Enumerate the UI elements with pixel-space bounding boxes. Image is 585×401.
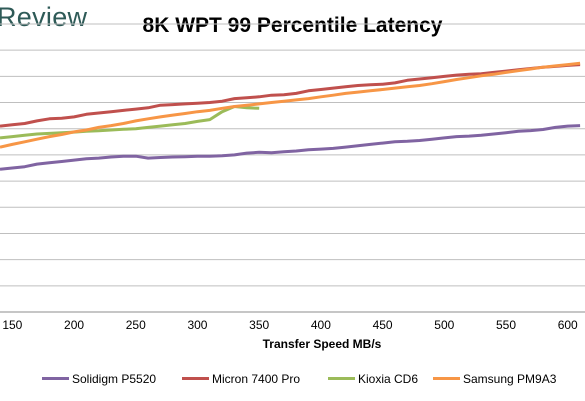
x-tick-label: 450 xyxy=(373,318,393,332)
legend-item: Kioxia CD6 xyxy=(328,372,418,386)
chart-title: 8K WPT 99 Percentile Latency xyxy=(0,14,585,38)
x-tick-label: 600 xyxy=(558,318,578,332)
x-tick-label: 250 xyxy=(126,318,146,332)
grid-lines xyxy=(0,23,585,313)
legend-item: Micron 7400 Pro xyxy=(182,372,300,386)
x-tick-label: 300 xyxy=(187,318,207,332)
legend-label: Solidigm P5520 xyxy=(72,372,157,386)
series-line-kioxia-cd6 xyxy=(0,105,260,140)
legend-swatch xyxy=(433,377,460,381)
chart-title-text: 8K WPT 99 Percentile Latency xyxy=(142,14,443,37)
x-axis-ticks: 150 200 250 300 350 400 450 500 550 600 xyxy=(2,318,578,332)
legend-item: Samsung PM9A3 xyxy=(433,372,556,386)
series-lines xyxy=(0,61,581,171)
x-tick-label: 350 xyxy=(249,318,269,332)
legend-label: Micron 7400 Pro xyxy=(212,372,301,386)
series-line-samsung-pm9a3 xyxy=(0,61,581,149)
legend-swatch xyxy=(328,377,355,381)
x-tick-label: 500 xyxy=(434,318,454,332)
x-tick-label: 550 xyxy=(496,318,516,332)
legend-swatch xyxy=(42,377,69,381)
legend-label: Samsung PM9A3 xyxy=(463,372,557,386)
series-line-micron-7400-pro xyxy=(0,63,581,128)
x-axis-label: Transfer Speed MB/s xyxy=(263,337,382,351)
x-tick-label: 400 xyxy=(311,318,331,332)
legend-label: Kioxia CD6 xyxy=(358,372,419,386)
series-line-solidigm-p5520 xyxy=(0,124,581,171)
x-tick-label: 200 xyxy=(64,318,84,332)
brand-logo: Review xyxy=(0,2,88,32)
chart-legend: Solidigm P5520 Micron 7400 Pro Kioxia CD6 S… xyxy=(0,372,585,388)
x-tick-label: 150 xyxy=(2,318,22,332)
legend-swatch xyxy=(182,377,209,381)
legend-item: Solidigm P5520 xyxy=(42,372,156,386)
